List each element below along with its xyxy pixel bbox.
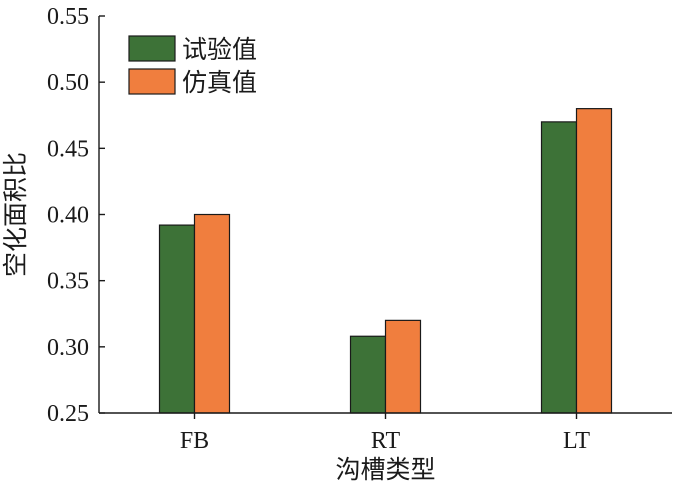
y-tick-label: 0.55 <box>47 4 89 30</box>
x-tick-label: LT <box>563 428 590 454</box>
y-tick-label: 0.25 <box>47 401 89 427</box>
bar-fb-series-2 <box>193 213 231 414</box>
y-tick-label: 0.40 <box>47 203 89 229</box>
legend-label-series-1: 试验值 <box>182 35 257 64</box>
x-tick-label: FB <box>180 428 209 454</box>
legend-swatch-series-2 <box>128 68 176 95</box>
x-axis-title: 沟槽类型 <box>335 455 435 484</box>
bar-fb-series-1 <box>158 224 196 414</box>
y-tick-label: 0.45 <box>47 136 89 162</box>
bar-rt-series-1 <box>349 335 387 414</box>
y-axis-title: 空化面积比 <box>1 152 30 277</box>
y-tick-label: 0.30 <box>47 335 89 361</box>
bar-rt-series-2 <box>384 319 422 414</box>
legend-label-series-2: 仿真值 <box>182 68 257 97</box>
axes-group: FB RT LT 0.25 0.30 0.35 0.40 0.45 0.50 0.55 <box>47 4 672 454</box>
legend-swatch-series-1 <box>128 35 176 62</box>
bar-lt-series-2 <box>575 108 613 414</box>
y-tick-label: 0.50 <box>47 70 89 96</box>
bars-group <box>158 108 613 414</box>
bar-lt-series-1 <box>540 121 578 414</box>
x-tick-label: RT <box>371 428 401 454</box>
y-tick-label: 0.35 <box>47 269 89 295</box>
